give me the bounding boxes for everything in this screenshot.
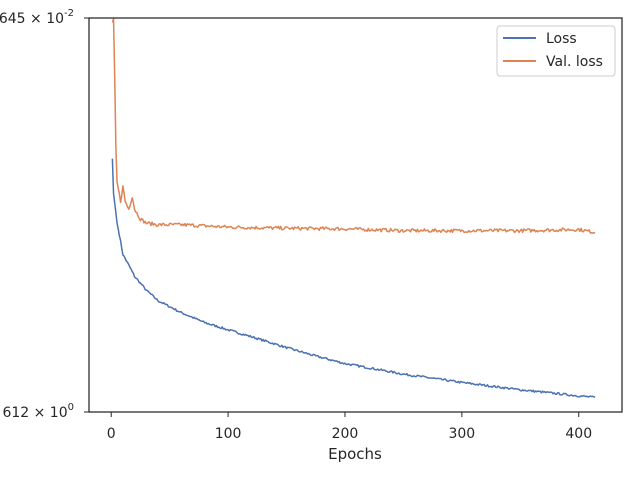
x-axis-ticks: 0 100 200 300 400 xyxy=(107,412,592,442)
x-tick-label-100: 100 xyxy=(215,426,242,442)
x-tick-label-300: 300 xyxy=(448,426,475,442)
y-tick-top-mantissa: 645 xyxy=(0,11,26,27)
legend: Loss Val. loss xyxy=(496,25,616,77)
plot-frame xyxy=(88,17,623,413)
y-tick-label-top: 645 × 10-2 xyxy=(0,8,74,27)
series-line-val-loss xyxy=(111,18,596,234)
x-tick-label-200: 200 xyxy=(332,426,359,442)
y-tick-bottom-mantissa: 612 xyxy=(2,405,29,421)
y-tick-label-bottom: 612 × 100 xyxy=(2,402,74,421)
y-tick-bottom-exponent: 0 xyxy=(68,402,74,413)
y-tick-top-exponent: -2 xyxy=(64,8,74,19)
legend-label-val-loss: Val. loss xyxy=(546,54,603,70)
x-tick-label-400: 400 xyxy=(565,426,592,442)
series-layer xyxy=(111,18,596,398)
x-axis-label: Epochs xyxy=(328,445,382,463)
plot-area xyxy=(89,18,622,412)
series-line-loss xyxy=(111,158,596,398)
x-tick-label-0: 0 xyxy=(107,426,116,442)
legend-label-loss: Loss xyxy=(546,31,577,47)
